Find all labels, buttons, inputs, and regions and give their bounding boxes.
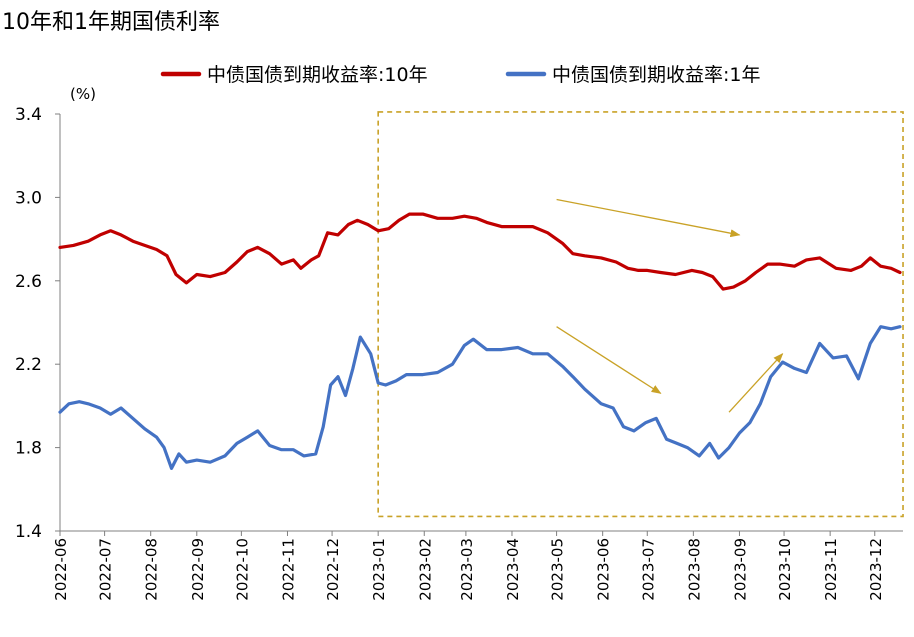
- x-tick-label: 2023-03: [458, 538, 476, 601]
- x-tick-label: 2022-11: [279, 538, 297, 601]
- legend-label: 中债国债到期收益率:1年: [552, 64, 761, 86]
- trend-arrow-1: [556, 198, 741, 238]
- x-tick-label: 2023-04: [504, 538, 522, 601]
- x-tick-label: 2023-02: [416, 538, 434, 601]
- x-tick-label: 2023-12: [867, 538, 885, 601]
- x-tick-label: 2022-08: [143, 538, 161, 601]
- axes: 3.4 3.0 2.6 2.2 1.8 1.4 2022-06 2022-07 2022-08 2…: [15, 105, 903, 601]
- highlight-box: [377, 111, 904, 518]
- series-line-1y: [58, 325, 902, 470]
- x-tick-label: 2022-07: [97, 538, 115, 601]
- y-tick-label: 1.4: [15, 522, 42, 542]
- trend-arrow-2: [556, 326, 662, 394]
- x-tick-label: 2022-12: [324, 538, 342, 601]
- y-tick-label: 1.8: [15, 439, 42, 459]
- series-line-10y: [58, 212, 902, 291]
- x-tick-label: 2023-06: [595, 538, 613, 601]
- y-axis-unit-label: (%): [70, 85, 96, 103]
- annotation-layer: [377, 111, 904, 518]
- series-layer: [58, 212, 902, 470]
- x-tick-label: 2023-07: [639, 538, 657, 601]
- legend: 中债国债到期收益率:10年 中债国债到期收益率:1年: [160, 64, 761, 86]
- x-tick-label: 2023-08: [685, 538, 703, 601]
- x-tick-label: 2023-01: [370, 538, 388, 601]
- trend-arrow-3: [728, 353, 784, 413]
- y-tick-label: 2.2: [15, 355, 42, 375]
- chart-title: 10年和1年期国债利率: [2, 10, 220, 35]
- legend-label: 中债国债到期收益率:10年: [207, 64, 428, 86]
- y-tick-label: 2.6: [15, 272, 42, 292]
- x-tick-label: 2022-09: [189, 538, 207, 601]
- x-tick-label: 2023-11: [822, 538, 840, 601]
- x-tick-label: 2023-09: [731, 538, 749, 601]
- x-tick-label: 2022-06: [52, 538, 70, 601]
- x-tick-label: 2023-05: [549, 538, 567, 601]
- y-tick-label: 3.4: [15, 105, 42, 125]
- x-tick-label: 2023-10: [776, 538, 794, 601]
- y-tick-label: 3.0: [15, 188, 42, 208]
- x-tick-label: 2022-10: [233, 538, 251, 601]
